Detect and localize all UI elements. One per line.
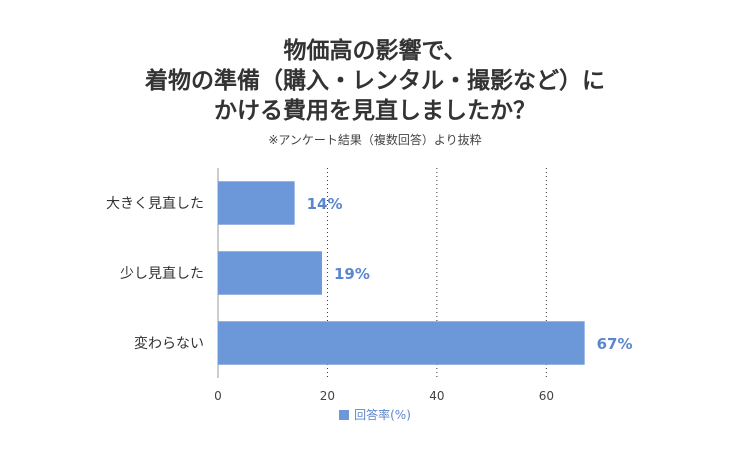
- legend: 回答率(%): [0, 406, 750, 423]
- category-label-1: 少し見直した: [120, 265, 204, 282]
- chart-title: 物価高の影響で、 着物の準備（購入・レンタル・撮影など）に かける費用を見直しま…: [0, 36, 750, 126]
- legend-swatch: [339, 409, 350, 420]
- x-tick-label-60: 60: [539, 389, 554, 403]
- bar-1: [218, 251, 322, 295]
- bar-2: [218, 321, 585, 365]
- chart-subtitle: ※アンケート結果（複数回答）より抜粋: [268, 133, 482, 147]
- chart-title-line-2: 着物の準備（購入・レンタル・撮影など）に: [145, 68, 605, 94]
- chart-title-line-3: かける費用を見直しましたか？: [214, 98, 536, 124]
- x-tick-label-0: 0: [214, 389, 222, 403]
- bar-0: [218, 181, 295, 225]
- category-label-0: 大きく見直した: [106, 195, 204, 212]
- x-tick-label-20: 20: [320, 389, 335, 403]
- data-label-2: 67%: [597, 335, 633, 353]
- x-tick-label-40: 40: [429, 389, 444, 403]
- chart-title-line-1: 物価高の影響で、: [283, 38, 467, 64]
- category-label-2: 変わらない: [134, 335, 204, 352]
- data-label-1: 19%: [334, 265, 370, 283]
- legend-label: 回答率(%): [354, 408, 411, 422]
- data-label-0: 14%: [307, 195, 343, 213]
